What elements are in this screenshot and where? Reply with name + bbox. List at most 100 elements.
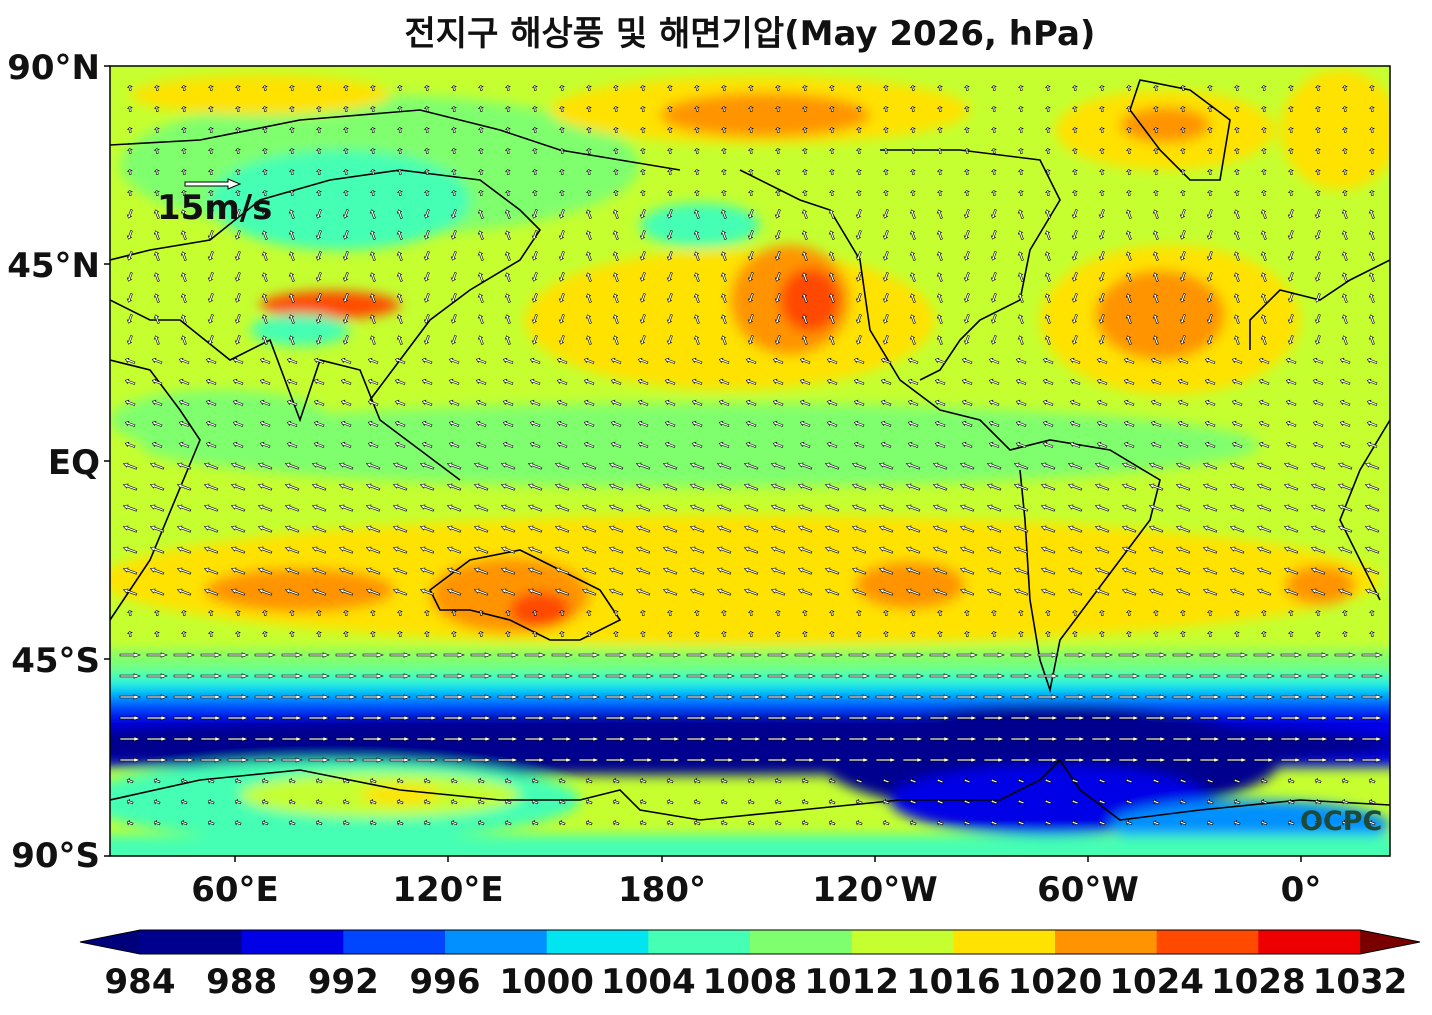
wind-arrow [124, 357, 136, 364]
wind-arrow [990, 230, 997, 240]
wind-arrow [983, 715, 1005, 721]
wind-arrow [149, 546, 165, 554]
wind-arrow [821, 652, 843, 658]
wind-arrow [907, 441, 919, 448]
wind-arrow [524, 715, 546, 721]
wind-arrow [635, 588, 651, 596]
wind-arrow [794, 694, 816, 700]
wind-arrow [664, 399, 676, 406]
wind-arrow [882, 127, 889, 133]
wind-arrow [828, 314, 835, 324]
wind-arrow [605, 673, 627, 679]
wind-arrow [1283, 483, 1299, 491]
wind-arrow [1121, 483, 1137, 491]
wind-arrow [1098, 777, 1106, 784]
wind-arrow [1260, 251, 1267, 261]
wind-arrow [230, 525, 246, 533]
wind-arrow [335, 673, 357, 679]
wind-arrow [1341, 610, 1348, 616]
wind-arrow [662, 462, 678, 470]
wind-arrow [747, 230, 754, 240]
wind-arrow [1253, 736, 1275, 742]
wind-arrow [230, 588, 246, 596]
wind-arrow [1206, 230, 1213, 240]
wind-arrow [261, 777, 269, 784]
wind-arrow [207, 314, 214, 324]
wind-arrow [1310, 546, 1326, 554]
wind-arrow [1368, 272, 1375, 282]
wind-arrow [875, 694, 897, 700]
wind-arrow [369, 610, 376, 616]
wind-arrow [450, 85, 457, 91]
wind-arrow [936, 272, 943, 282]
wind-arrow [504, 127, 511, 133]
wind-arrow [1152, 819, 1160, 826]
wind-arrow [797, 567, 813, 575]
wind-arrow [1233, 631, 1240, 637]
wind-arrow [288, 335, 295, 345]
wind-arrow [450, 293, 457, 303]
wind-arrow [475, 357, 487, 364]
wind-arrow [720, 169, 727, 175]
wind-arrow [396, 798, 404, 805]
wind-arrow [963, 169, 970, 175]
wind-arrow [929, 694, 951, 700]
wind-arrow [504, 148, 511, 154]
wind-arrow [1125, 85, 1132, 91]
wind-arrow [801, 106, 808, 112]
colorbar-label: 988 [206, 962, 278, 1002]
wind-arrow [770, 504, 786, 512]
wind-arrow [1040, 546, 1056, 554]
wind-arrow [1368, 819, 1376, 826]
wind-arrow [1175, 525, 1191, 533]
wind-arrow [1199, 757, 1221, 763]
wind-arrow [1152, 251, 1159, 261]
wind-arrow [1017, 335, 1024, 345]
wind-arrow [851, 525, 867, 533]
wind-arrow [1287, 127, 1294, 133]
wind-arrow [959, 525, 975, 533]
wind-arrow [1341, 127, 1348, 133]
wind-arrow [1368, 777, 1376, 784]
wind-arrow [1368, 127, 1375, 133]
wind-arrow [1091, 715, 1113, 721]
wind-arrow [1256, 567, 1272, 575]
wind-arrow [173, 694, 195, 700]
wind-arrow [990, 293, 997, 303]
wind-arrow [1145, 757, 1167, 763]
wind-arrow [1280, 736, 1302, 742]
wind-arrow [335, 694, 357, 700]
wind-arrow [875, 673, 897, 679]
wind-arrow [1071, 230, 1078, 240]
wind-arrow [581, 483, 597, 491]
wind-arrow [180, 335, 187, 345]
wind-arrow [578, 673, 600, 679]
wind-arrow [1010, 694, 1032, 700]
wind-arrow [909, 293, 916, 303]
wind-arrow [234, 272, 241, 282]
wind-arrow [635, 546, 651, 554]
wind-arrow [1125, 169, 1132, 175]
wind-arrow [909, 631, 916, 637]
wind-arrow [1044, 106, 1051, 112]
wind-arrow [983, 673, 1005, 679]
wind-arrow [369, 777, 377, 784]
wind-arrow [122, 546, 138, 554]
wind-arrow [720, 610, 727, 616]
wind-arrow [1226, 757, 1248, 763]
wind-arrow [932, 546, 948, 554]
wind-arrow [686, 694, 708, 700]
wind-arrow [502, 441, 514, 448]
wind-arrow [1071, 272, 1078, 282]
wind-arrow [882, 148, 889, 154]
wind-arrow [875, 757, 897, 763]
wind-arrow [146, 736, 168, 742]
wind-arrow [416, 652, 438, 658]
reference-vector-arrow [184, 178, 242, 190]
wind-arrow [180, 190, 187, 196]
wind-arrow [1118, 757, 1140, 763]
wind-arrow [990, 209, 997, 219]
wind-arrow [504, 631, 511, 637]
wind-arrow [1256, 588, 1272, 596]
wind-arrow [389, 673, 411, 679]
